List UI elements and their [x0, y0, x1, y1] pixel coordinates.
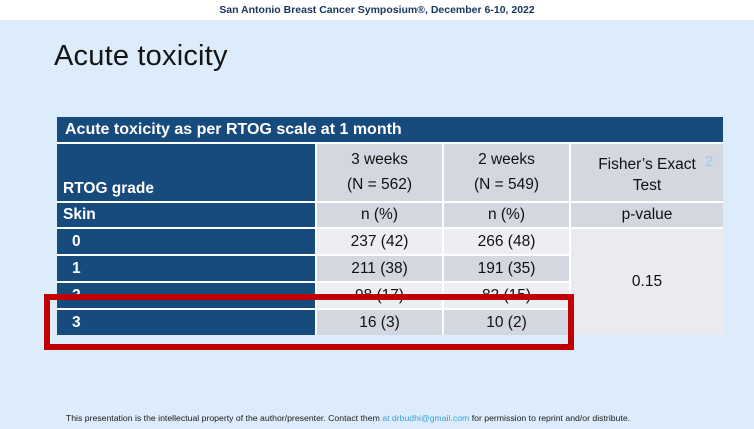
header-3-weeks: 3 weeks (N = 562) — [317, 144, 442, 201]
row-grade-1-label: 1 — [57, 256, 315, 281]
subheader-n-pct-3w: n (%) — [317, 203, 442, 227]
slide-canvas: Acute toxicity Acute toxicity as per RTO… — [0, 20, 754, 429]
subheader-n-pct-2w: n (%) — [444, 203, 569, 227]
header-3-weeks-label: 3 weeks — [351, 150, 408, 168]
row-grade-3-2w: 10 (2) — [444, 310, 569, 335]
p-value-cell: 0.15 — [571, 229, 723, 335]
row-grade-0-3w: 237 (42) — [317, 229, 442, 254]
row-grade-2-3w: 98 (17) — [317, 283, 442, 308]
header-3-weeks-n: (N = 562) — [346, 176, 413, 194]
footer-text-after: for permission to reprint and/or distrib… — [469, 413, 631, 423]
slide-title: Acute toxicity — [54, 40, 228, 72]
row-grade-1-2w: 191 (35) — [444, 256, 569, 281]
slide-page-number: 2 — [705, 153, 714, 170]
header-2-weeks-n: (N = 549) — [473, 176, 540, 194]
header-2-weeks-label: 2 weeks — [478, 150, 535, 168]
conference-banner: San Antonio Breast Cancer Symposium®, De… — [0, 0, 754, 20]
row-grade-0-2w: 266 (48) — [444, 229, 569, 254]
row-grade-0-label: 0 — [57, 229, 315, 254]
footer-email-link[interactable]: at drbudhi@gmail.com — [382, 413, 470, 423]
row-grade-2-2w: 82 (15) — [444, 283, 569, 308]
conference-banner-text: San Antonio Breast Cancer Symposium®, De… — [219, 4, 535, 16]
footer-disclaimer: This presentation is the intellectual pr… — [28, 413, 668, 423]
toxicity-table: Acute toxicity as per RTOG scale at 1 mo… — [57, 117, 723, 335]
header-fishers-line2: Test — [632, 176, 662, 194]
row-grade-2-label: 2 — [57, 283, 315, 308]
row-grade-3-label: 3 — [57, 310, 315, 335]
row-grade-3-3w: 16 (3) — [317, 310, 442, 335]
table-caption: Acute toxicity as per RTOG scale at 1 mo… — [57, 117, 723, 142]
subheader-p-value: p-value — [571, 203, 723, 227]
header-2-weeks: 2 weeks (N = 549) — [444, 144, 569, 201]
subheader-skin: Skin — [57, 203, 315, 227]
header-rtog-grade: RTOG grade — [57, 144, 315, 201]
header-fishers-exact-test: Fisher’s Exact Test — [571, 144, 723, 201]
header-fishers-line1: Fisher’s Exact — [598, 155, 696, 173]
footer-text-before: This presentation is the intellectual pr… — [65, 413, 383, 423]
row-grade-1-3w: 211 (38) — [317, 256, 442, 281]
